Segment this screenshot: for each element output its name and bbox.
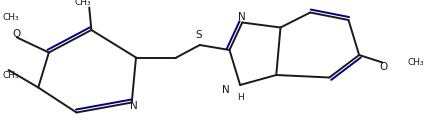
Text: S: S xyxy=(196,30,202,40)
Text: H: H xyxy=(238,93,244,102)
Text: N: N xyxy=(130,101,138,111)
Text: N: N xyxy=(222,85,230,95)
Text: CH₃: CH₃ xyxy=(74,0,91,7)
Text: N: N xyxy=(238,12,245,22)
Text: CH₃: CH₃ xyxy=(2,70,19,80)
Text: CH₃: CH₃ xyxy=(408,58,425,67)
Text: O: O xyxy=(13,29,21,39)
Text: O: O xyxy=(379,62,387,72)
Text: CH₃: CH₃ xyxy=(2,13,19,22)
